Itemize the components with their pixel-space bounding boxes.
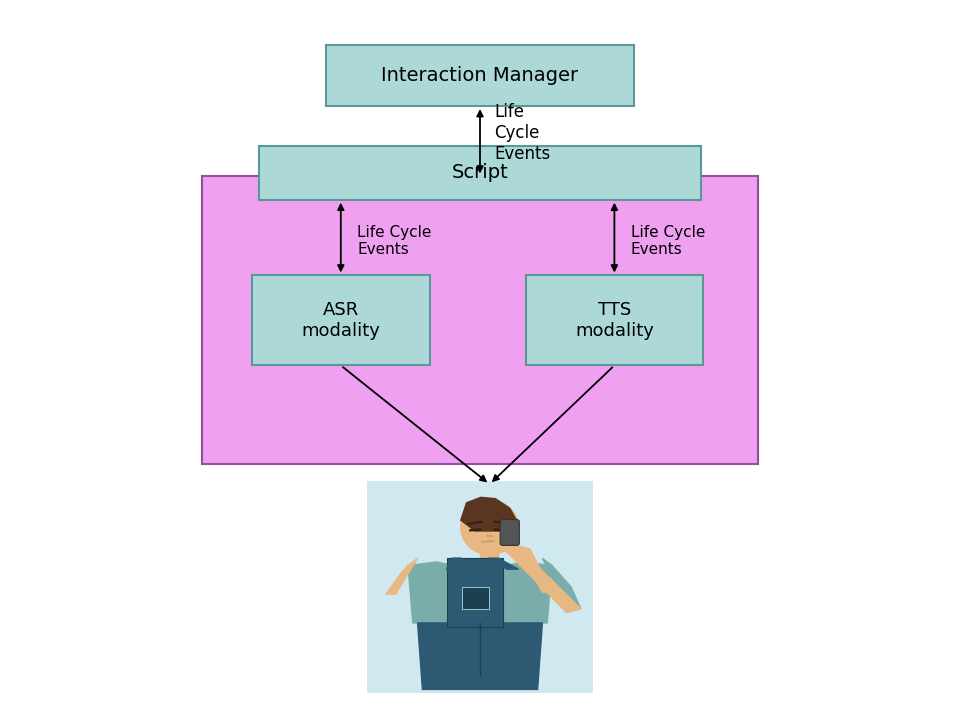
FancyBboxPatch shape [367, 481, 592, 693]
Text: ASR
modality: ASR modality [301, 301, 380, 340]
FancyBboxPatch shape [259, 145, 701, 200]
Polygon shape [386, 559, 418, 594]
Text: Script: Script [451, 163, 509, 182]
Polygon shape [542, 559, 581, 612]
FancyBboxPatch shape [526, 276, 703, 366]
FancyBboxPatch shape [202, 176, 758, 464]
Polygon shape [418, 623, 542, 690]
FancyBboxPatch shape [500, 520, 519, 546]
Polygon shape [461, 498, 518, 531]
Text: Interaction Manager: Interaction Manager [381, 66, 579, 85]
FancyBboxPatch shape [462, 587, 489, 608]
FancyBboxPatch shape [447, 558, 503, 626]
Polygon shape [489, 558, 518, 569]
Polygon shape [446, 558, 462, 569]
Text: TTS
modality: TTS modality [575, 301, 654, 340]
Polygon shape [516, 546, 552, 592]
Ellipse shape [461, 500, 518, 554]
Text: Life Cycle
Events: Life Cycle Events [631, 225, 705, 258]
Text: Life
Cycle
Events: Life Cycle Events [494, 104, 551, 163]
Text: Life Cycle
Events: Life Cycle Events [357, 225, 431, 258]
FancyBboxPatch shape [326, 45, 634, 107]
Polygon shape [408, 562, 552, 623]
Polygon shape [504, 546, 581, 612]
FancyBboxPatch shape [252, 276, 429, 366]
Polygon shape [480, 552, 499, 567]
